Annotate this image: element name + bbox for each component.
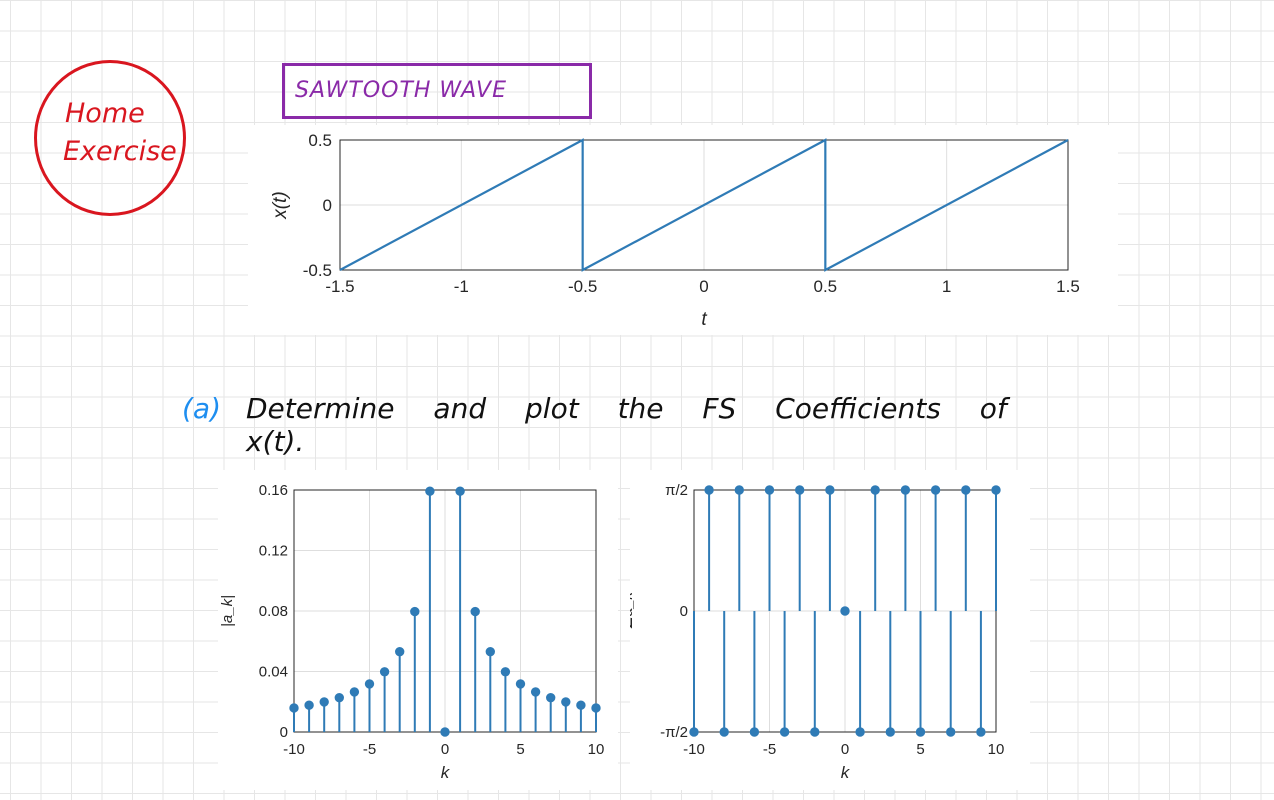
sawtooth-panel: -1.5 -1 -0.5 0 0.5 1 1.5 -0.5 0 0.5 t x(t) [248, 125, 1118, 335]
phase-chart: -10 -5 0 5 10 -π/2 0 π/2 k ∠a_k [619, 482, 1005, 782]
stem-marker [530, 687, 541, 697]
stem-marker [900, 485, 911, 495]
title-box: SAWTOOTH WAVE [282, 63, 592, 119]
question-text: Determine and plot the FS Coefficients o… [246, 392, 1007, 458]
x-tick-label: 0 [699, 277, 708, 296]
y-axis-label: ∠a_k [630, 591, 636, 630]
stem-marker [991, 485, 1001, 495]
stem-marker [885, 727, 895, 737]
x-axis-label: k [441, 763, 451, 782]
y-tick-label: 0 [280, 724, 288, 741]
stem-marker [455, 486, 465, 496]
stem-marker [410, 606, 420, 617]
stem-marker [304, 700, 314, 710]
stem-marker [719, 727, 729, 737]
home-exercise-badge: Home Exercise [34, 60, 186, 216]
stem-marker [946, 727, 956, 737]
stem-marker [764, 485, 775, 495]
y-tick-label: 0.16 [259, 482, 288, 499]
y-tick-label: 0 [680, 603, 688, 620]
x-tick-label: -10 [683, 741, 705, 758]
stem-marker [855, 727, 865, 737]
y-tick-label: 0.04 [259, 664, 288, 681]
stem-marker [704, 485, 714, 495]
stem-marker [440, 727, 450, 737]
x-tick-label: 5 [916, 741, 924, 758]
x-tick-label: 0 [441, 741, 449, 758]
stem-marker [961, 485, 971, 495]
y-tick-label: 0.5 [308, 131, 332, 150]
stem-marker [289, 703, 299, 713]
title-text: SAWTOOTH WAVE [295, 78, 507, 103]
y-axis-label: |a_k| [219, 595, 236, 627]
stem-marker [591, 703, 601, 713]
stem-marker [734, 485, 745, 495]
stem-marker [915, 727, 926, 737]
stem-marker [810, 727, 820, 737]
x-tick-label: 0 [841, 741, 849, 758]
stem-marker [485, 646, 495, 657]
stem-marker [349, 687, 360, 697]
x-tick-label: -5 [363, 741, 376, 758]
y-tick-label: 0.08 [259, 603, 288, 620]
stem-marker [470, 606, 480, 617]
stem-marker [425, 486, 435, 496]
x-tick-label: -1.5 [325, 277, 354, 296]
y-axis-label: x(t) [270, 191, 291, 219]
magnitude-panel: -10 -5 0 5 10 0 0.04 0.08 0.12 0.16 k |a_k| [218, 470, 618, 790]
sawtooth-chart: -1.5 -1 -0.5 0 0.5 1 1.5 -0.5 0 0.5 t x(t) [270, 131, 1080, 330]
x-tick-label: -0.5 [568, 277, 597, 296]
stem-marker [930, 485, 941, 495]
stem-marker [364, 679, 375, 689]
y-tick-label: π/2 [665, 482, 688, 499]
sawtooth-line [339, 138, 1069, 272]
x-tick-label: 1.5 [1056, 277, 1080, 296]
stem-marker [319, 697, 329, 707]
stem-marker [976, 727, 986, 737]
x-tick-label: -1 [454, 277, 469, 296]
stem-marker [825, 485, 835, 495]
x-tick-label: 10 [988, 741, 1005, 758]
stem-marker [546, 692, 556, 703]
phase-panel: -10 -5 0 5 10 -π/2 0 π/2 k ∠a_k [619, 470, 1030, 790]
magnitude-chart: -10 -5 0 5 10 0 0.04 0.08 0.12 0.16 k |a_k| [219, 482, 605, 782]
stem-marker [779, 727, 790, 737]
x-tick-label: -10 [283, 741, 305, 758]
x-tick-label: -5 [763, 741, 776, 758]
x-axis-label: t [701, 309, 707, 330]
stem-marker [689, 727, 699, 737]
x-tick-label: 10 [588, 741, 605, 758]
stem-marker [795, 485, 805, 495]
plot-border [339, 139, 1069, 271]
x-axis-label: k [841, 763, 851, 782]
stem-marker [870, 485, 880, 495]
y-tick-label: -π/2 [660, 724, 688, 741]
badge-line-1: Home [65, 98, 145, 129]
stem-marker [576, 700, 586, 710]
x-tick-label: 5 [516, 741, 524, 758]
stem-marker [749, 727, 760, 737]
x-tick-label: 1 [942, 277, 951, 296]
stem-marker [334, 692, 345, 703]
stem-marker [500, 667, 511, 677]
stem-marker [840, 606, 850, 616]
question-label: (a) [182, 392, 222, 425]
y-tick-label: 0.12 [259, 543, 288, 560]
question: (a) Determine and plot the FS Coefficien… [178, 388, 1098, 458]
y-tick-label: -0.5 [303, 261, 332, 280]
stem-marker [561, 697, 571, 707]
x-tick-label: 0.5 [814, 277, 838, 296]
stem-marker [515, 679, 526, 689]
badge-line-2: Exercise [63, 136, 177, 167]
y-tick-label: 0 [323, 196, 332, 215]
stem-marker [395, 646, 405, 657]
stem-marker [379, 667, 390, 677]
